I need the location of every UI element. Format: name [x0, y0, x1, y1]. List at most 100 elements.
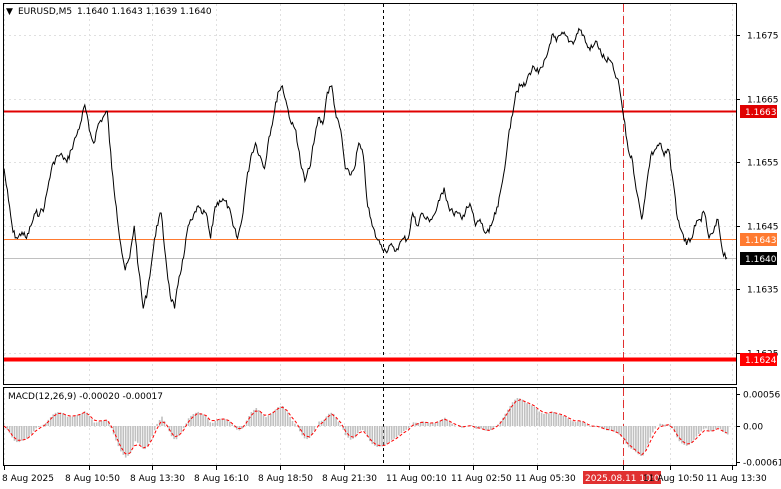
macd-histogram-bar [313, 426, 316, 431]
macd-histogram-bar [371, 426, 374, 445]
macd-histogram-bar [185, 423, 187, 426]
macd-histogram-bar [376, 426, 378, 447]
macd-histogram-bar [407, 426, 410, 429]
macd-histogram-bar [146, 426, 149, 447]
macd-histogram-bar [253, 409, 255, 426]
macd-histogram-bar [390, 426, 393, 440]
macd-histogram-bar [451, 423, 453, 426]
macd-histogram-bar [156, 423, 158, 426]
time-tick-label: 8 Aug 21:30 [322, 474, 377, 484]
macd-histogram-bar [429, 423, 432, 426]
macd-histogram-bar [569, 420, 572, 426]
macd-histogram-bar [625, 426, 627, 444]
macd-histogram-bar [642, 426, 644, 456]
menu-arrow-icon[interactable]: ▼ [6, 7, 13, 17]
macd-histogram-bar [710, 426, 712, 432]
macd-histogram-bar [664, 424, 666, 426]
macd-histogram-bar [432, 423, 434, 426]
macd-histogram-bar [448, 421, 451, 426]
macd-histogram-bar [487, 426, 490, 431]
macd-histogram-bar [555, 413, 557, 426]
macd-histogram-bar [306, 426, 308, 440]
price-tick-label: 1.1645 [747, 223, 779, 233]
time-tick-label: 8 Aug 2025 [2, 474, 54, 484]
macd-histogram-bar [374, 426, 376, 446]
macd-histogram-bar [461, 426, 463, 428]
macd-histogram-bar [236, 426, 238, 430]
macd-histogram-bar [20, 426, 23, 441]
macd-histogram-bar [62, 413, 64, 426]
macd-histogram-bar [540, 412, 543, 426]
macd-histogram-bar [511, 402, 514, 426]
macd-histogram-bar [180, 426, 183, 432]
macd-histogram-bar [533, 406, 536, 426]
macd-histogram-bar [417, 423, 420, 426]
macd-histogram-bar [412, 422, 415, 426]
macd-histogram-bar [381, 426, 383, 447]
vertical-markers [383, 4, 624, 465]
macd-histogram-bar [257, 410, 260, 426]
macd-tick-label: -0.00061 [743, 459, 781, 469]
macd-histogram-bar [369, 426, 371, 442]
macd-histogram-bar [262, 415, 265, 426]
macd-histogram-bar [722, 426, 724, 432]
macd-histogram-bar [8, 426, 11, 434]
selected-time-badge [583, 471, 661, 484]
macd-histogram-bar [422, 421, 424, 426]
macd-histogram-bar [366, 426, 369, 438]
macd-histogram-bar [545, 413, 548, 426]
macd-histogram-bar [170, 426, 173, 437]
macd-histogram-bar [233, 426, 236, 428]
macd-histogram-bar [627, 426, 630, 448]
macd-histogram-bar [635, 426, 637, 453]
macd-histogram-bar [45, 423, 47, 426]
macd-histogram-bar [199, 413, 202, 426]
macd-histogram-bar [216, 419, 219, 426]
macd-histogram-bar [59, 412, 62, 426]
macd-histogram-bar [95, 422, 98, 426]
price-panel-frame [3, 3, 737, 385]
macd-histogram-bar [52, 414, 54, 426]
macd-histogram-bar [209, 422, 212, 426]
price-tick-label: 1.1665 [747, 96, 779, 106]
macd-histogram-bar [23, 426, 25, 440]
macd-histogram-bar [81, 413, 83, 426]
macd-histogram-bar [548, 413, 550, 426]
macd-histogram-bar [294, 423, 296, 426]
macd-histogram-bar [30, 426, 33, 434]
macd-label: MACD(12,26,9) -0.00020 -0.00017 [8, 392, 163, 402]
macd-histogram-bar [630, 426, 632, 449]
macd-histogram-bar [149, 426, 151, 443]
macd-histogram-bar [120, 426, 122, 452]
macd-histogram-bar [693, 426, 695, 440]
macd-histogram-bar [204, 415, 207, 426]
macd-histogram-bar [342, 426, 345, 430]
macd-histogram-bar [673, 426, 676, 433]
macd-histogram-bar [57, 412, 59, 426]
time-tick-label: 8 Aug 18:50 [258, 474, 313, 484]
macd-histogram-bar [163, 420, 166, 426]
macd-histogram-bar [16, 426, 18, 443]
macd-histogram-bar [289, 416, 291, 426]
macd-histogram-bar [613, 426, 615, 432]
macd-histogram-bar [141, 426, 144, 449]
macd-histogram-bar [543, 413, 545, 426]
macd-histogram-bar [190, 415, 192, 426]
macd-histogram-bar [296, 426, 299, 427]
macd-histogram-bar [153, 426, 156, 431]
macd-histogram-bar [386, 426, 388, 445]
macd-histogram-bar [565, 416, 567, 426]
macd-histogram-bar [35, 426, 37, 429]
macd-histogram-bar [378, 426, 381, 447]
macd-histogram-bar [241, 426, 243, 429]
level-tags: 1.1663 1.1643 1.1640 1.1624 [740, 105, 777, 366]
macd-indicator [3, 398, 736, 458]
macd-histogram-bar [54, 412, 57, 426]
macd-histogram-bar [594, 426, 596, 427]
macd-histogram-bar [526, 403, 528, 426]
macd-histogram-bar [332, 413, 335, 426]
macd-histogram-bar [47, 419, 50, 426]
macd-tick-label: 0.00 [743, 423, 763, 433]
macd-histogram-bar [519, 398, 521, 426]
macd-histogram-bar [538, 411, 540, 426]
